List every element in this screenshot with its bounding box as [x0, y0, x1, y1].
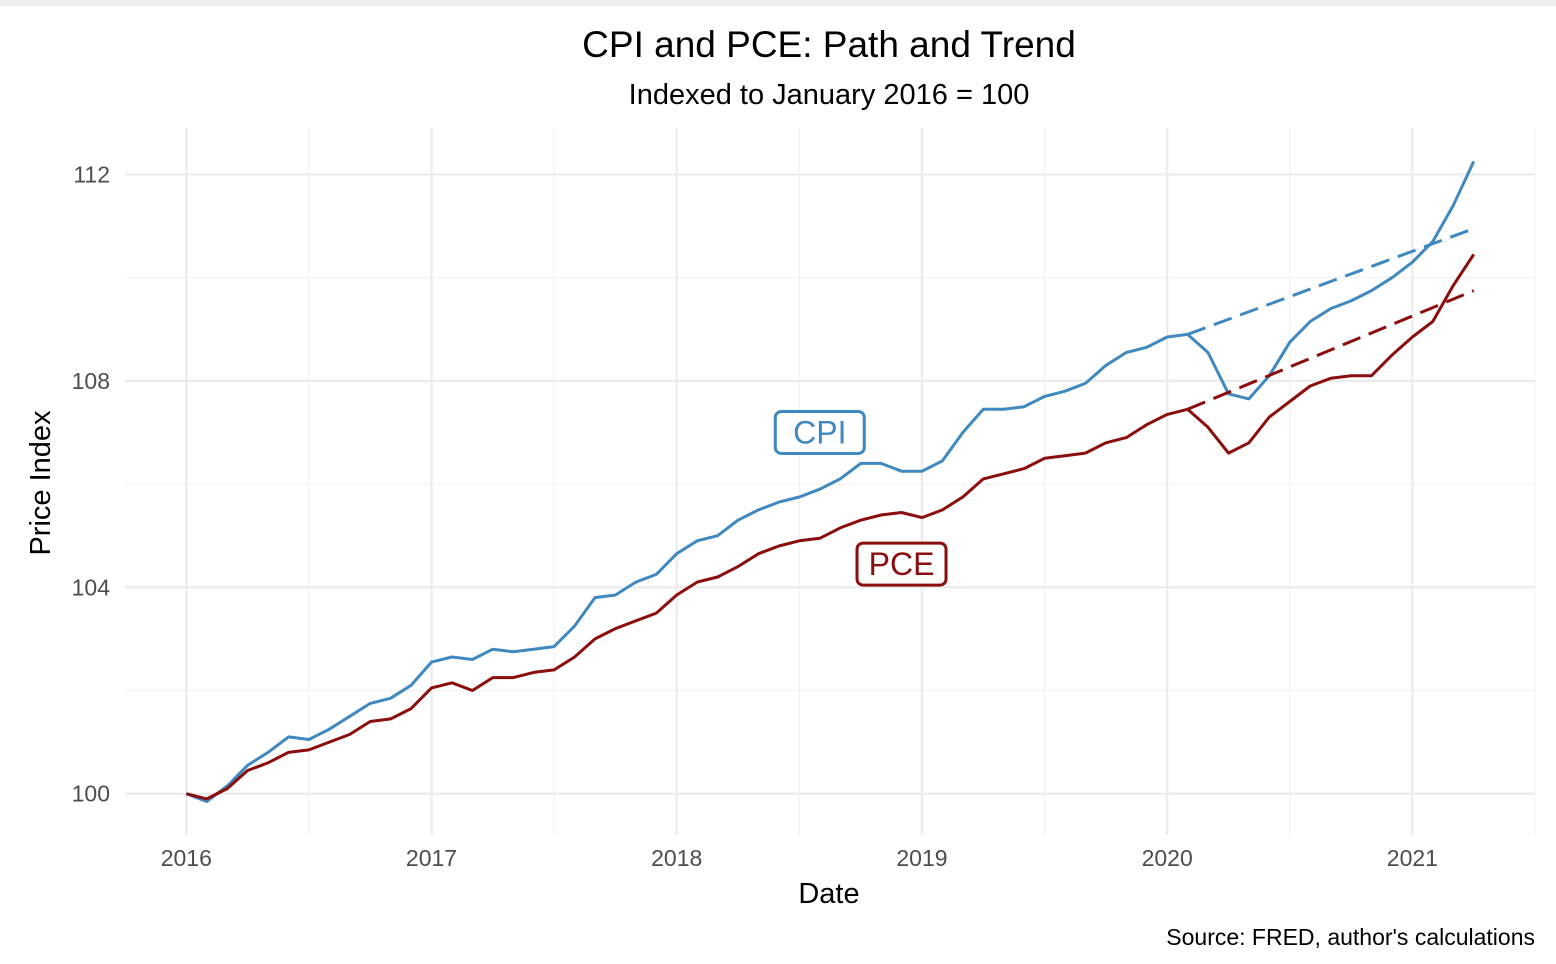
x-tick-label: 2017: [406, 845, 457, 871]
y-tick-label: 100: [72, 781, 110, 807]
label-box-pce: [855, 541, 948, 587]
y-tick-label: 104: [72, 574, 111, 600]
series-line-cpi: [185, 160, 1476, 803]
grid: [125, 128, 1536, 835]
x-tick-label: 2019: [896, 845, 947, 871]
y-axis-title: Price Index: [25, 410, 57, 556]
chart-subtitle: Indexed to January 2016 = 100: [629, 79, 1030, 111]
top-bar: [0, 0, 1556, 6]
x-tick-label: 2021: [1387, 845, 1438, 871]
series-line-pce: [185, 253, 1475, 801]
y-tick-label: 112: [73, 161, 110, 187]
series-line-pce-trend: [1187, 289, 1475, 411]
tick-labels: 2016 2017 2018 2019 2020 2021 100 104 108 112: [72, 161, 1438, 871]
chart-title: CPI and PCE: Path and Trend: [582, 24, 1076, 65]
x-tick-label: 2018: [651, 845, 702, 871]
chart-caption: Source: FRED, author's calculations: [1166, 924, 1535, 950]
series-lines: [185, 160, 1476, 803]
label-box-cpi: [773, 409, 866, 455]
y-tick-label: 108: [72, 368, 110, 394]
series-label-pce: PCE: [869, 546, 935, 582]
series-label-cpi: CPI: [793, 414, 846, 450]
series-line-cpi-trend: [1187, 227, 1475, 336]
x-tick-label: 2016: [161, 845, 212, 871]
x-tick-label: 2020: [1142, 845, 1193, 871]
x-axis-title: Date: [798, 878, 859, 910]
series-labels: CPI PCE: [773, 409, 948, 587]
